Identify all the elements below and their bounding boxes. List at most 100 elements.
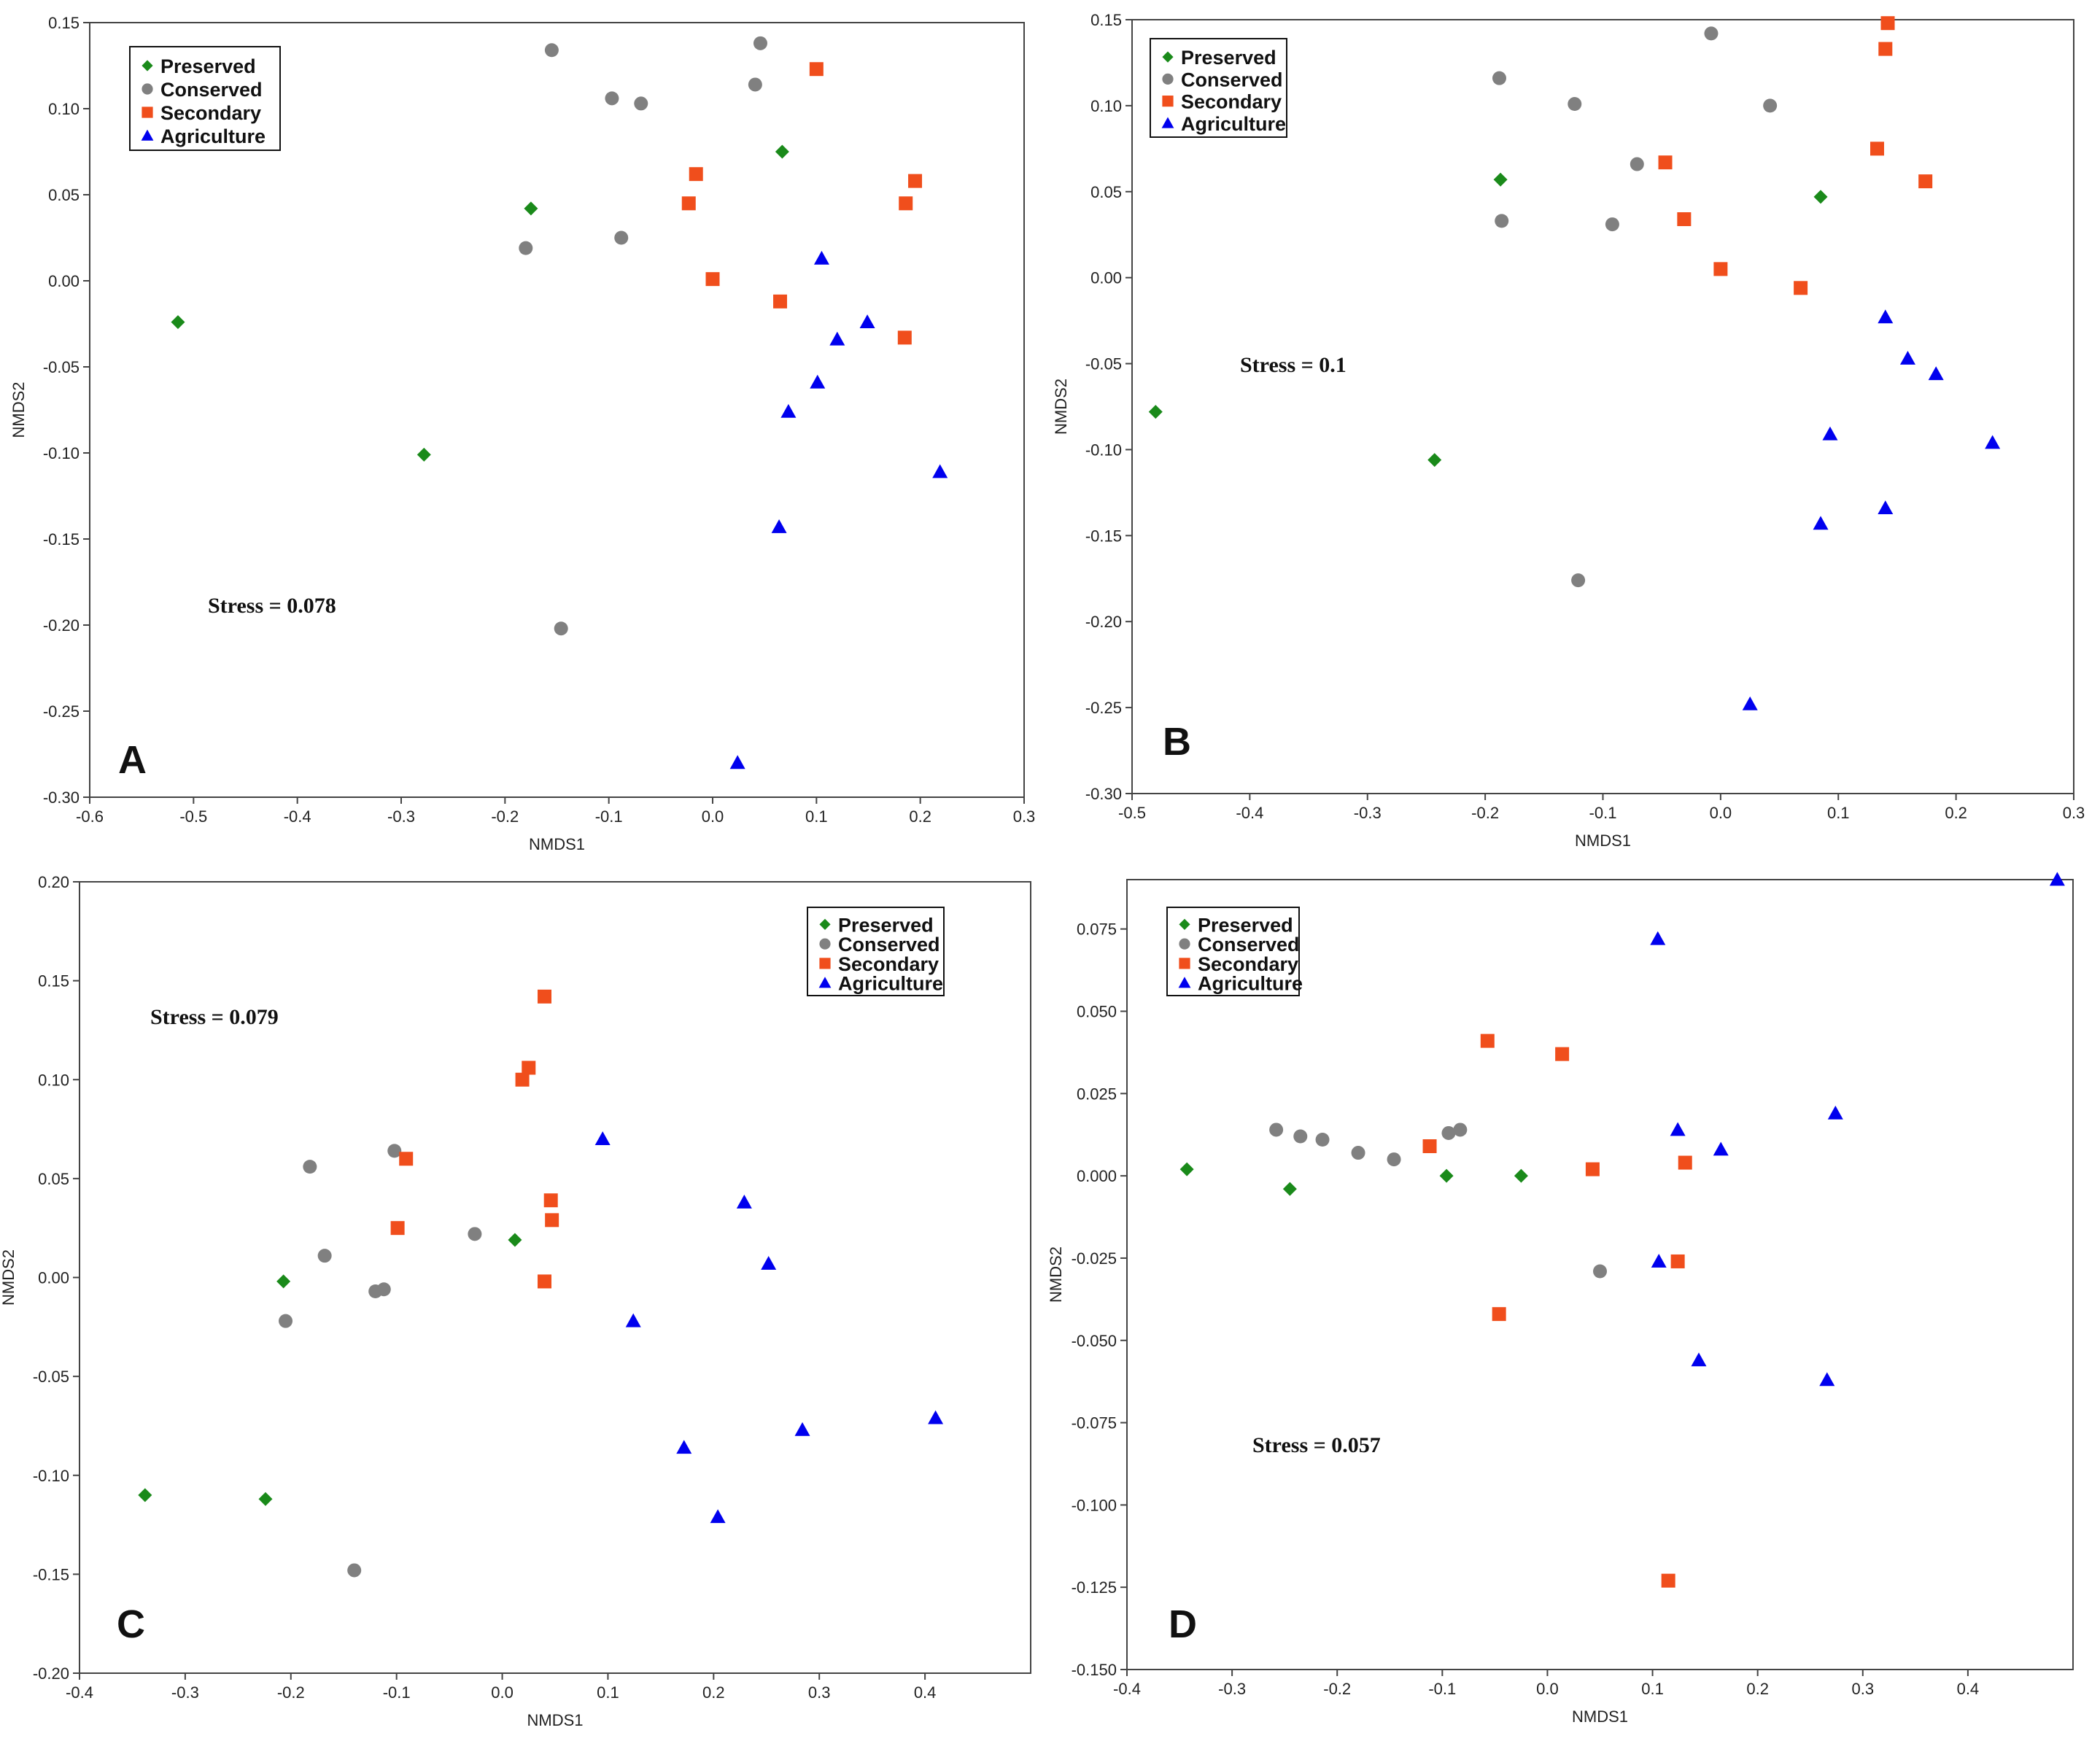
point-agriculture (1651, 1253, 1667, 1268)
y-tick-label: -0.10 (33, 1467, 69, 1485)
panel-letter: B (1163, 720, 1191, 764)
y-tick-label: -0.15 (1085, 527, 1122, 545)
y-tick-label: 0.025 (1077, 1085, 1117, 1103)
y-tick-label: -0.075 (1072, 1414, 1117, 1432)
point-agriculture (1713, 1141, 1729, 1156)
x-tick-label: 0.0 (702, 807, 724, 826)
series-conserved (1269, 1122, 1607, 1279)
plot-frame (79, 881, 1031, 1674)
y-tick-label: 0.15 (38, 972, 69, 990)
point-secondary (908, 174, 923, 188)
point-secondary (543, 1193, 558, 1208)
x-axis-title: NMDS1 (529, 835, 585, 853)
point-preserved (775, 144, 789, 159)
point-conserved (1763, 98, 1778, 113)
x-axis-title: NMDS1 (1572, 1707, 1628, 1726)
legend-label-agriculture: Agriculture (1181, 113, 1286, 135)
legend-label-secondary: Secondary (1181, 91, 1282, 113)
point-agriculture (859, 314, 875, 329)
y-tick-label: 0.10 (48, 100, 80, 118)
x-tick-label: 0.4 (914, 1683, 937, 1702)
x-tick-label: 0.1 (1827, 804, 1850, 822)
point-conserved (376, 1282, 391, 1297)
point-secondary (1670, 1254, 1685, 1268)
point-secondary (1658, 155, 1673, 170)
point-conserved (1269, 1122, 1284, 1137)
point-preserved (1813, 190, 1828, 204)
series-preserved (1179, 1162, 1528, 1196)
x-tick-label: 0.3 (808, 1683, 831, 1702)
point-conserved (1704, 26, 1719, 41)
point-agriculture (2049, 872, 2065, 886)
point-agriculture (1670, 1122, 1686, 1136)
legend-box (807, 907, 945, 996)
x-tick-label: -0.1 (1589, 804, 1617, 822)
point-preserved (1179, 1162, 1194, 1176)
x-tick-label: -0.2 (1471, 804, 1499, 822)
x-tick-label: -0.4 (1236, 804, 1263, 822)
point-secondary (705, 272, 720, 287)
y-axis-title: NMDS2 (0, 1249, 18, 1306)
point-conserved (1387, 1152, 1401, 1167)
y-tick-label: -0.025 (1072, 1249, 1117, 1268)
point-conserved (1492, 71, 1506, 85)
x-tick-label: -0.1 (1428, 1680, 1456, 1698)
point-secondary (538, 1274, 552, 1289)
point-secondary (538, 989, 552, 1004)
legend-label-conserved: Conserved (1181, 69, 1283, 90)
point-conserved (387, 1144, 402, 1158)
y-tick-label: 0.15 (48, 14, 80, 32)
x-tick-label: 0.3 (2063, 804, 2085, 822)
x-tick-label: -0.6 (76, 807, 104, 826)
point-agriculture (1928, 366, 1944, 381)
x-tick-label: -0.1 (383, 1683, 411, 1702)
legend-label-agriculture: Agriculture (160, 125, 266, 147)
point-secondary (1492, 1307, 1506, 1322)
series-secondary (1658, 16, 1933, 295)
series-conserved (519, 36, 767, 636)
point-agriculture (928, 1410, 944, 1424)
y-tick-label: 0.00 (38, 1269, 69, 1287)
y-tick-label: 0.000 (1077, 1167, 1117, 1185)
stress-annotation: Stress = 0.079 (150, 1005, 279, 1029)
legend-marker-agriculture (1161, 117, 1174, 128)
y-axis-title: NMDS2 (1052, 379, 1070, 435)
point-agriculture (1819, 1372, 1835, 1387)
y-axis-title: NMDS2 (9, 381, 28, 438)
y-tick-label: -0.10 (1085, 441, 1122, 459)
point-agriculture (810, 374, 826, 389)
x-tick-label: -0.4 (1113, 1680, 1141, 1698)
point-conserved (468, 1227, 482, 1241)
legend-marker-agriculture (141, 129, 154, 141)
panel-letter: C (117, 1602, 145, 1646)
point-conserved (1605, 217, 1619, 232)
point-conserved (1593, 1264, 1607, 1279)
legend-label-conserved: Conserved (1198, 934, 1300, 955)
point-agriculture (761, 1256, 777, 1270)
legend-marker-conserved (142, 83, 153, 95)
point-agriculture (594, 1131, 611, 1146)
point-secondary (1555, 1047, 1570, 1061)
point-conserved (1568, 97, 1582, 112)
y-tick-label: 0.10 (38, 1071, 69, 1089)
point-conserved (753, 36, 767, 50)
y-tick-label: -0.15 (43, 530, 80, 548)
panel-letter: A (118, 738, 147, 782)
x-tick-label: 0.2 (1746, 1680, 1769, 1698)
y-tick-label: 0.05 (1090, 183, 1122, 201)
point-conserved (554, 621, 568, 636)
legend-label-secondary: Secondary (1198, 953, 1298, 975)
legend-marker-agriculture (818, 977, 832, 988)
y-tick-label: -0.25 (43, 702, 80, 721)
x-tick-label: 0.0 (1536, 1680, 1559, 1698)
y-tick-label: -0.05 (1085, 355, 1122, 373)
y-tick-label: -0.30 (43, 788, 80, 807)
series-secondary (1422, 1034, 1692, 1588)
legend-label-preserved: Preserved (838, 914, 934, 936)
y-tick-label: 0.15 (1090, 11, 1122, 29)
point-secondary (1794, 281, 1808, 295)
point-preserved (171, 315, 185, 330)
point-secondary (681, 196, 696, 211)
